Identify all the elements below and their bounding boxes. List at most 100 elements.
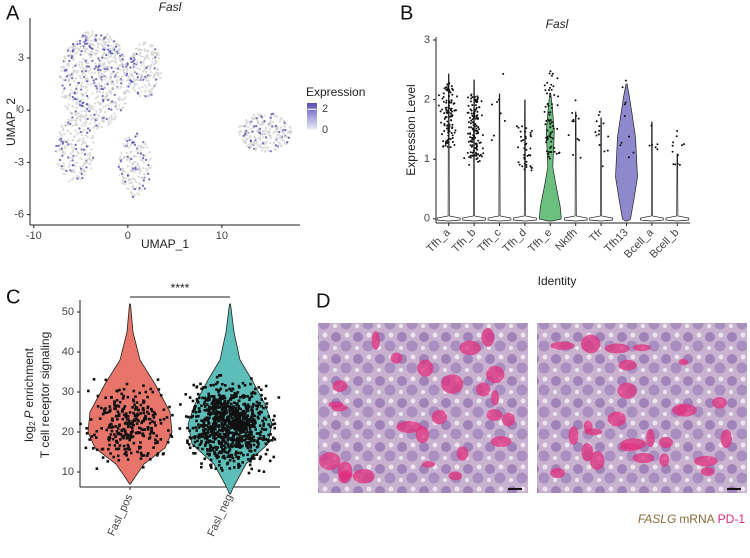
jitter-point — [476, 146, 478, 148]
jitter-point — [241, 427, 244, 430]
jitter-point — [178, 427, 181, 430]
stain — [502, 413, 515, 427]
cell-point — [63, 67, 65, 69]
cell-point — [147, 164, 149, 166]
cell-point — [91, 105, 93, 107]
jitter-point — [166, 416, 169, 419]
jitter-point — [208, 439, 211, 442]
cell-point — [109, 48, 111, 50]
cell-point — [79, 171, 81, 173]
cell-point — [122, 175, 124, 177]
jitter-point — [235, 421, 238, 424]
jitter-point — [470, 157, 472, 159]
cell-point — [139, 68, 141, 70]
cell-point — [130, 58, 132, 60]
jitter-point — [133, 404, 136, 407]
jitter-point — [221, 408, 224, 411]
jitter-point — [545, 106, 547, 108]
panel-label: D — [316, 290, 330, 312]
cell-point — [90, 40, 92, 42]
cell-point — [94, 68, 96, 70]
cell-point — [82, 75, 84, 77]
cell-point — [264, 129, 266, 131]
jitter-point — [599, 111, 601, 113]
jitter-point — [224, 447, 227, 450]
cell-point — [68, 103, 70, 105]
jitter-point — [451, 85, 453, 87]
jitter-point — [225, 409, 228, 412]
jitter-point — [549, 135, 551, 137]
stain — [569, 426, 579, 445]
jitter-point — [254, 388, 257, 391]
jitter-point — [578, 118, 580, 120]
cell-point — [119, 98, 121, 100]
jitter-point — [260, 405, 263, 408]
cell-point — [106, 35, 108, 37]
jitter-point — [545, 137, 547, 139]
jitter-point — [235, 431, 238, 434]
jitter-point — [236, 404, 239, 407]
jitter-point — [473, 123, 475, 125]
cell-point — [70, 152, 72, 154]
cell-point — [245, 138, 247, 140]
jitter-point — [257, 403, 260, 406]
jitter-point — [470, 98, 472, 100]
jitter-point — [220, 421, 223, 424]
jitter-point — [260, 394, 263, 397]
cell-point — [73, 135, 75, 137]
jitter-point — [136, 422, 139, 425]
jitter-point — [550, 136, 552, 138]
cell-point — [261, 149, 263, 151]
jitter-point — [556, 153, 558, 155]
cell-point — [123, 170, 125, 172]
jitter-point — [109, 405, 112, 408]
jitter-point — [477, 153, 479, 155]
cell-point — [90, 160, 92, 162]
jitter-point — [237, 457, 240, 460]
cell-point — [130, 191, 132, 193]
cell-point — [245, 119, 247, 121]
jitter-point — [223, 455, 226, 458]
cell-point — [98, 39, 100, 41]
cell-point — [86, 80, 88, 82]
jitter-point — [481, 114, 483, 116]
cell-point — [102, 63, 104, 65]
cell-point — [143, 161, 145, 163]
stain — [422, 461, 435, 468]
cell-point — [82, 115, 84, 117]
jitter-point — [552, 137, 554, 139]
stain — [712, 397, 727, 409]
jitter-point — [472, 115, 474, 117]
cell-point — [76, 106, 78, 108]
jitter-point — [194, 426, 197, 429]
cell-point — [88, 43, 90, 45]
cell-point — [148, 90, 150, 92]
jitter-point — [132, 424, 135, 427]
cell-point — [97, 69, 99, 71]
stain — [390, 353, 402, 364]
cell-point — [133, 141, 135, 143]
jitter-point — [529, 147, 531, 149]
jitter-point — [147, 426, 150, 429]
cell-point — [149, 74, 151, 76]
jitter-point — [245, 442, 248, 445]
cell-point — [141, 73, 143, 75]
jitter-point — [189, 446, 192, 449]
jitter-point — [232, 438, 235, 441]
jitter-point — [118, 433, 121, 436]
jitter-point — [148, 418, 151, 421]
cell-point — [100, 104, 102, 106]
cell-point — [148, 82, 150, 84]
jitter-point — [230, 413, 233, 416]
jitter-point — [226, 411, 229, 414]
jitter-point — [200, 466, 203, 469]
cell-point — [96, 118, 98, 120]
jitter-point — [152, 391, 155, 394]
jitter-point — [212, 401, 215, 404]
cell-point — [89, 154, 91, 156]
cell-point — [76, 43, 78, 45]
jitter-point — [243, 417, 246, 420]
cell-point — [70, 50, 72, 52]
jitter-point — [210, 466, 213, 469]
jitter-point — [476, 157, 478, 159]
